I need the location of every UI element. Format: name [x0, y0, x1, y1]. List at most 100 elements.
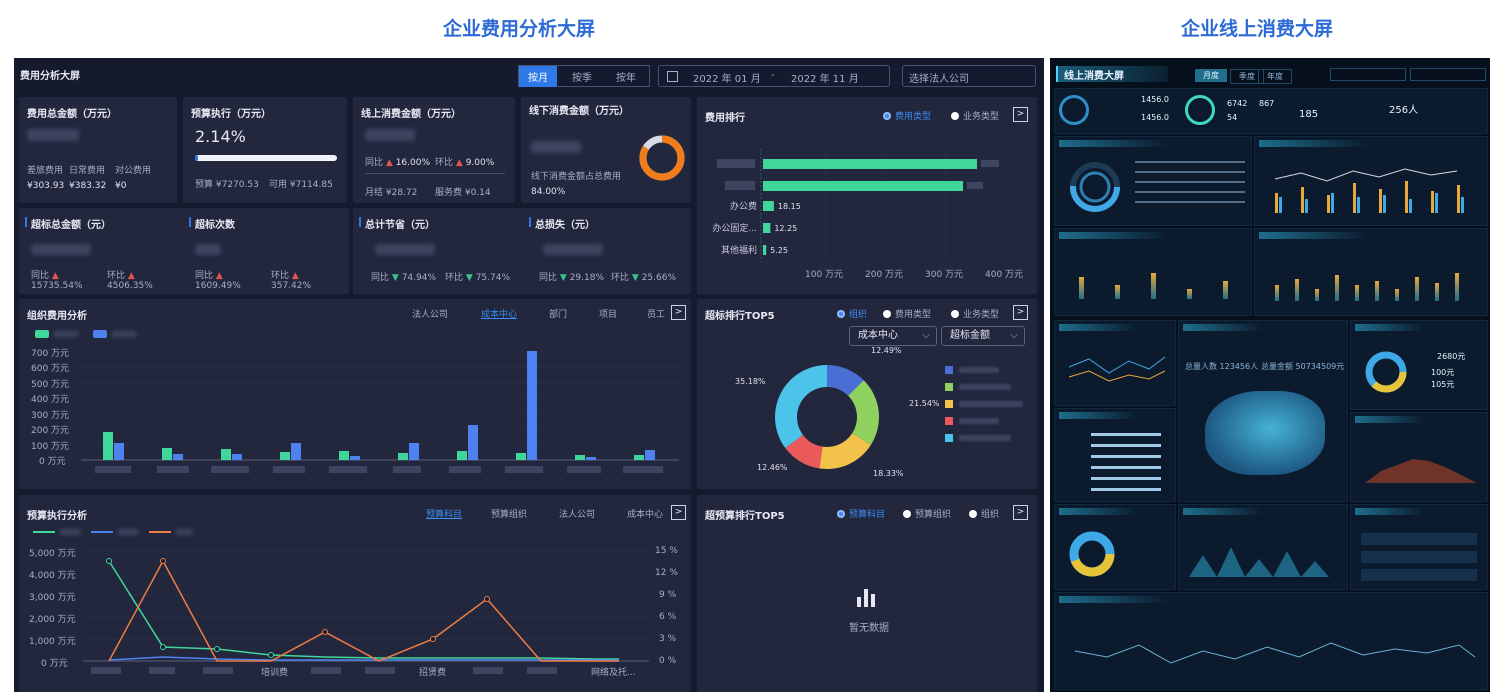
online-bottom-line-panel [1054, 592, 1488, 690]
donut-slice[interactable] [819, 433, 871, 469]
online-hbar-panel [1054, 408, 1176, 502]
org-x-label [273, 466, 305, 473]
kpi-online-card: 线上消费金额（万元） 同比 ▲ 16.00% 环比 ▲ 9.00% 月结 ¥28… [353, 97, 515, 203]
radio-expense-type[interactable]: 费用类型 [883, 109, 931, 122]
org-bar [527, 351, 537, 460]
radio-organization[interactable]: 组织 [969, 507, 999, 520]
budget-x-network: 网络及托... [591, 668, 636, 678]
org-y-5: 200 万元 [31, 426, 70, 436]
ranking-axis-2: 200 万元 [865, 270, 904, 280]
panel-header-bar [1059, 596, 1169, 603]
online-stat-7: 54 [1227, 113, 1238, 122]
tab-quarterly[interactable]: 按季 [572, 73, 592, 84]
donut-slice[interactable] [785, 434, 823, 469]
empty-data-text: 暂无数据 [849, 623, 889, 634]
tab-legal-company-2[interactable]: 法人公司 [559, 510, 596, 520]
ranking-val-blur-2 [967, 182, 983, 189]
donut-slice[interactable] [775, 365, 827, 449]
online-product-rows [1135, 161, 1245, 211]
over-count-title: 超标次数 [195, 220, 235, 231]
org-bar [221, 449, 231, 460]
tab-employee[interactable]: 员工 [647, 310, 666, 320]
select-over-amount[interactable]: 超标金额 ⌵ [941, 326, 1025, 346]
donut-slice[interactable] [848, 380, 879, 445]
radio-business-type[interactable]: 业务类型 [951, 109, 999, 122]
donut-label-1: 12.49% [871, 346, 902, 355]
ranking-label-blur-1 [717, 159, 755, 168]
donut-legend-item [945, 399, 1035, 409]
budget-exec-more-button[interactable]: > [671, 505, 686, 520]
org-y-2: 500 万元 [31, 380, 70, 390]
ranking-more-button[interactable]: > [1013, 107, 1028, 122]
online-donut-panel: 2680元 100元 105元 [1350, 320, 1488, 410]
accent-bar [359, 217, 361, 227]
org-more-button[interactable]: > [671, 305, 686, 320]
legend-budget-label [59, 529, 81, 535]
radio-business-type-2[interactable]: 业务类型 [951, 307, 999, 320]
offline-share-label: 线下消费金额占总费用 [531, 172, 622, 182]
org-bar [103, 432, 113, 460]
budget-yr-3: 6 % [659, 612, 677, 622]
online-date-picker[interactable] [1330, 68, 1406, 81]
tab-department[interactable]: 部门 [549, 310, 568, 320]
date-range-picker[interactable]: 2022 年 01 月 - 2022 年 11 月 [658, 65, 890, 87]
online-company-picker[interactable] [1410, 68, 1486, 81]
radio-budget-org[interactable]: 预算组织 [903, 507, 951, 520]
tab-yearly[interactable]: 按年 [616, 73, 636, 84]
saving-value [375, 244, 435, 255]
loss-title: 总损失（元） [535, 220, 595, 231]
budget-yr-5: 0 % [659, 656, 677, 666]
org-bar [575, 455, 585, 460]
online-tab-month[interactable]: 月度 [1195, 69, 1227, 82]
org-x-label [393, 466, 421, 473]
select-cost-center[interactable]: 成本中心 ⌵ [849, 326, 937, 346]
kpi-offline-title: 线下消费金额（万元） [529, 106, 629, 117]
donut-legend-item [945, 365, 1035, 375]
org-bar [173, 454, 183, 460]
panel-header-bar [1183, 324, 1263, 331]
company-select[interactable]: 选择法人公司 [902, 65, 1036, 87]
tab-cost-center[interactable]: 成本中心 [481, 310, 518, 320]
tab-budget-org[interactable]: 预算组织 [491, 510, 528, 520]
radio-expense-type-2[interactable]: 费用类型 [883, 307, 931, 320]
org-bar [291, 443, 301, 460]
tab-monthly[interactable]: 按月 [519, 66, 557, 87]
org-y-4: 300 万元 [31, 411, 70, 421]
tab-legal-company[interactable]: 法人公司 [412, 310, 449, 320]
tab-project[interactable]: 项目 [599, 310, 618, 320]
budget-series-line [108, 560, 619, 660]
calendar-icon [667, 71, 678, 82]
ranking-axis-3: 300 万元 [925, 270, 964, 280]
panel-header-bar [1355, 508, 1425, 515]
online-stat-9: 100元 [1431, 368, 1455, 377]
ranking-val-blur-1 [981, 160, 999, 167]
donut-legend-item [945, 433, 1035, 443]
online-bottom-line-chart [1074, 642, 1476, 664]
radio-budget-subject[interactable]: 预算科目 [837, 507, 885, 520]
online-tab-year[interactable]: 年度 [1258, 69, 1292, 84]
donut-legend-item [945, 382, 1035, 392]
right-page-title: 企业线上消费大屏 [1181, 18, 1334, 40]
top5-more-button[interactable]: > [1013, 305, 1028, 320]
org-bar [457, 451, 467, 460]
over-budget-more-button[interactable]: > [1013, 505, 1028, 520]
accent-bar [529, 217, 531, 227]
saving-title: 总计节省（元） [365, 220, 435, 231]
online-line-panel [1054, 320, 1176, 406]
online-tab-quarter[interactable]: 季度 [1230, 69, 1264, 84]
online-map-users: 总量人数 123456人 [1185, 362, 1259, 371]
legend-consume-line [91, 531, 113, 533]
legend-current-swatch [35, 330, 49, 338]
radio-org[interactable]: 组织 [837, 307, 867, 320]
panel-header-bar [1059, 508, 1139, 515]
accent-bar [25, 217, 27, 227]
kpi-total-card: 费用总金额（万元） 差旅费用 日常费用 对公费用 ¥303.93 ¥383.32… [19, 97, 177, 203]
online-gradient-bars-1 [1079, 273, 1228, 299]
tab-budget-subject[interactable]: 预算科目 [426, 510, 463, 520]
donut-slice[interactable] [827, 365, 864, 396]
budget-x-training: 培训费 [261, 668, 289, 678]
tab-cost-center-2[interactable]: 成本中心 [627, 510, 664, 520]
org-bar [398, 453, 408, 460]
org-expense-panel: 组织费用分析 法人公司 成本中心 部门 项目 员工 > 700 万元 600 万… [19, 299, 691, 489]
panel-header-bar [1059, 140, 1169, 147]
